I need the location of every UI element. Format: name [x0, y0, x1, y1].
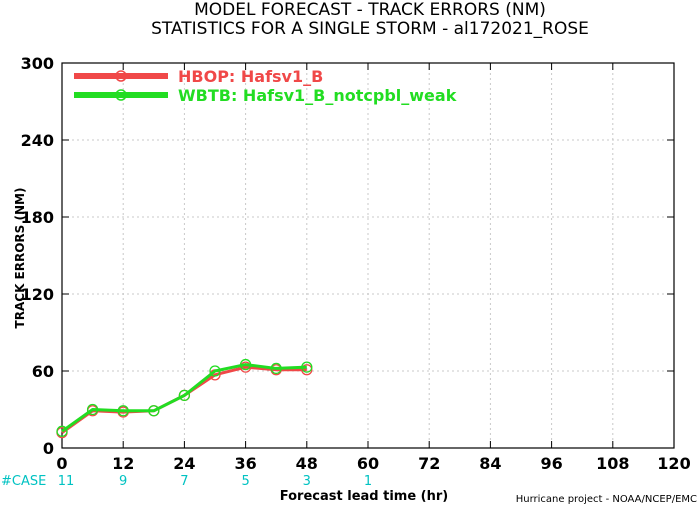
- legend-swatch-marker: [115, 89, 127, 101]
- data-point-marker: [301, 361, 313, 373]
- y-tick-label: 300: [21, 54, 54, 73]
- x-tick-label: 96: [540, 454, 562, 473]
- plot-area-frame: [61, 62, 675, 449]
- y-tick-label: 240: [21, 131, 54, 150]
- y-axis-label: TRACK ERRORS (NM): [13, 188, 27, 329]
- grid-lines: [62, 63, 674, 448]
- y-tick-labels: 0 60 120 180 240 300: [21, 54, 54, 458]
- x-tick-label: 84: [479, 454, 501, 473]
- data-point-marker: [117, 405, 129, 417]
- data-point-marker: [148, 405, 160, 417]
- series-line: [61, 363, 307, 433]
- x-tick-label: 120: [657, 454, 690, 473]
- x-tick-label: 108: [596, 454, 629, 473]
- x-axis-label: Forecast lead time (hr): [280, 489, 448, 504]
- x-tick-label: 72: [418, 454, 440, 473]
- y-tick-label: 0: [43, 439, 54, 458]
- case-counts: #CASE 11 9 7 5 3 1: [1, 474, 372, 489]
- y-tick-label: 180: [21, 208, 54, 227]
- case-count: 9: [119, 474, 127, 489]
- x-tick-label: 36: [234, 454, 256, 473]
- chart-title-line1: MODEL FORECAST - TRACK ERRORS (NM): [194, 0, 546, 20]
- x-tick-label: 24: [173, 454, 195, 473]
- legend-label: HBOP: Hafsv1_B: [178, 67, 323, 86]
- case-count: 3: [303, 474, 311, 489]
- data-point-marker: [56, 425, 68, 437]
- series-2: [56, 358, 313, 437]
- axis-ticks: [61, 62, 675, 449]
- legend-item: HBOP: Hafsv1_B: [74, 67, 323, 86]
- data-point-marker: [178, 389, 191, 402]
- x-tick-label: 12: [112, 454, 134, 473]
- x-tick-label: 60: [357, 454, 379, 473]
- credit-text: Hurricane project - NOAA/NCEP/EMC: [516, 494, 697, 505]
- data-point-marker: [239, 358, 252, 371]
- case-count: 11: [58, 474, 75, 489]
- case-label: #CASE: [1, 474, 46, 489]
- case-count: 1: [364, 474, 372, 489]
- data-point-marker: [86, 403, 99, 416]
- legend-swatch-marker: [115, 70, 127, 82]
- x-tick-labels: 0 12 24 36 48 60 72 84 96 108 120: [56, 454, 690, 473]
- data-point-marker: [270, 362, 282, 375]
- x-tick-label: 0: [56, 454, 67, 473]
- y-tick-label: 60: [32, 362, 54, 381]
- case-count: 7: [180, 474, 188, 489]
- x-tick-label: 48: [296, 454, 318, 473]
- chart-title-line2: STATISTICS FOR A SINGLE STORM - al172021…: [151, 19, 589, 39]
- case-count: 5: [241, 474, 249, 489]
- series-layer: [56, 358, 313, 439]
- legend-item: WBTB: Hafsv1_B_notcpbl_weak: [74, 86, 457, 105]
- data-point-marker: [209, 365, 221, 377]
- y-tick-label: 120: [21, 285, 54, 304]
- legend-label: WBTB: Hafsv1_B_notcpbl_weak: [178, 86, 457, 105]
